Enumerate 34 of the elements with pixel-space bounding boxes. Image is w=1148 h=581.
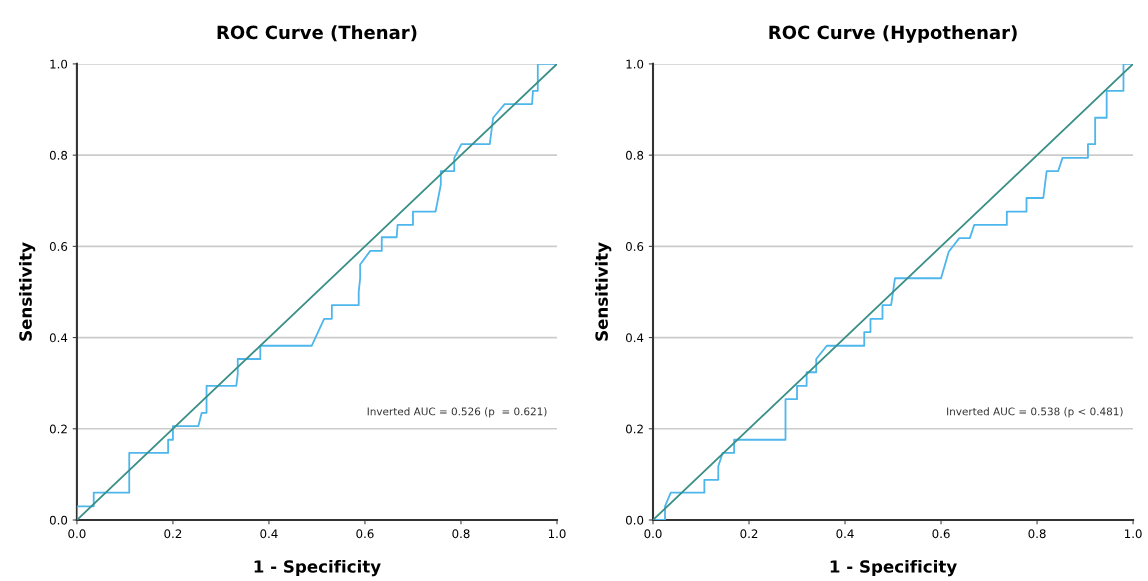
y-axis-title: Sensitivity	[18, 242, 36, 341]
y-tick-label: 0.8	[49, 150, 68, 160]
y-tick-label: 0.2	[625, 424, 643, 434]
x-tick-label: 0.8	[1028, 529, 1046, 539]
x-tick-label: 0.6	[356, 529, 374, 539]
y-tick-label: 1.0	[50, 59, 68, 69]
y-tick-label: 0.4	[49, 333, 68, 343]
x-axis-title: 1 - Specificity	[254, 559, 381, 577]
y-tick-label: 0.6	[49, 242, 68, 251]
chart-title: ROC Curve (Thenar)	[217, 25, 417, 42]
y-tick-label: 0.0	[49, 515, 68, 525]
x-tick-label: 0.0	[68, 529, 86, 539]
x-tick-label: 0.2	[740, 529, 758, 539]
line-series	[76, 63, 557, 520]
y-tick-label: 0.4	[625, 333, 644, 343]
line-series	[653, 63, 1134, 520]
x-tick-label: 0.0	[644, 529, 662, 539]
annotation: Inverted AUC = 0.538 (p < 0.481)	[947, 407, 1123, 418]
x-tick-label: 0.6	[932, 529, 950, 539]
y-axis-title: Sensitivity	[595, 242, 612, 341]
x-axis-title: 1 - Specificity	[830, 559, 957, 577]
y-tick-label: 0.0	[625, 515, 644, 525]
x-tick-label: 1.0	[548, 529, 566, 539]
chart-title: ROC Curve (Hypothenar)	[769, 25, 1017, 43]
annotation: Inverted AUC = 0.526 (p = 0.621)	[367, 407, 547, 418]
x-tick-label: 0.2	[164, 529, 182, 539]
y-tick-label: 0.6	[625, 242, 644, 251]
x-tick-label: 0.4	[260, 529, 278, 539]
x-tick-label: 1.0	[1124, 529, 1142, 539]
x-tick-label: 0.8	[452, 529, 470, 539]
y-tick-label: 1.0	[626, 59, 644, 69]
y-tick-label: 0.2	[49, 424, 67, 434]
x-tick-label: 0.4	[836, 529, 854, 539]
y-tick-label: 0.8	[625, 150, 644, 160]
